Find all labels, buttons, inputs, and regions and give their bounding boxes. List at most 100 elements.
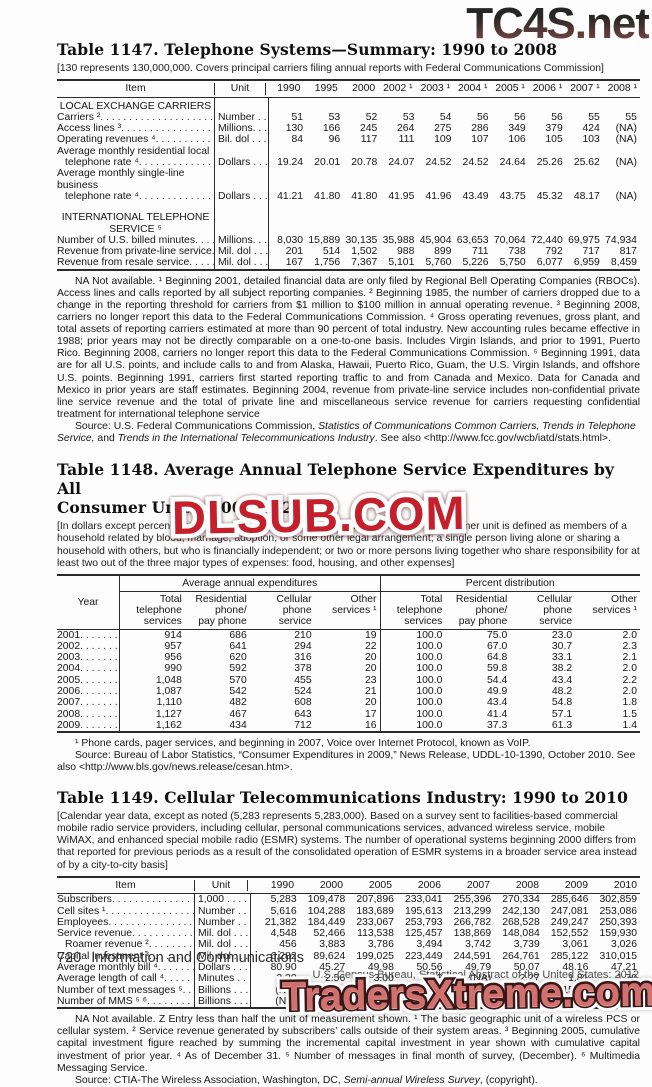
value-cell: 264 <box>397 123 415 135</box>
row-label-cell: Roamer revenue ². . . . . . . . . . . . … <box>57 939 195 951</box>
value-cell: 72,440 <box>530 234 563 246</box>
unit-cell: Dollars . . . <box>195 962 251 974</box>
value-cell: 1,087 <box>155 686 182 698</box>
dot-leader: . . . . . . . . . . . . . . . . . . . . … <box>80 663 119 675</box>
row-label-line: Number of text messages ⁵. . . . . . . .… <box>57 985 194 996</box>
dot-leader: . . . . . . . . . . . . . . . . . . . . … <box>138 157 214 169</box>
value-cell: 21 <box>364 686 377 698</box>
value-cell: 51 <box>291 111 304 123</box>
table-1147-grid: Item Unit 1990 1995 2000 2002 ¹ 2003 ¹ 2004 ¹ 20… <box>57 79 640 271</box>
dot-leader: . . . . . . . . . . . . . . . . . . . . … <box>157 962 194 974</box>
column-header-year: 1990 <box>277 83 301 95</box>
row-label-cell: Capital investment ³. . . . . . . . . . … <box>57 950 195 963</box>
row-label-line: Carriers ². . . . . . . . . . . . . . . … <box>57 112 214 123</box>
value-cell: 56 <box>514 111 526 123</box>
table-row: Revenue from private-line service. . . .… <box>57 246 640 258</box>
value-cell: 956 <box>164 652 182 664</box>
value-cell: 250,393 <box>599 916 637 928</box>
year-cell: 2006. . . . . . . . . . . . . . . . . . … <box>57 686 120 698</box>
row-label-cell: Service revenue. . . . . . . . . . . . .… <box>57 928 195 940</box>
value-cell: 130 <box>285 123 304 135</box>
year-label: 2001 <box>57 629 81 641</box>
value-cell: 2.0 <box>622 686 637 698</box>
value-cell: 43.75 <box>499 190 526 202</box>
table-1147-title: Table 1147. Telephone Systems—Summary: 1… <box>57 40 558 59</box>
value-cell: 2.20 <box>276 973 297 985</box>
value-cell: 148,084 <box>502 928 540 940</box>
table-row: 2008. . . . . . . . . . . . . . . . . . … <box>57 708 640 720</box>
value-cell: (NA) <box>323 995 346 1007</box>
table-row <box>57 202 640 210</box>
value-cell: (NA) <box>615 134 637 146</box>
row-label-line: Capital investment ³. . . . . . . . . . … <box>57 951 194 962</box>
value-cell: 817 <box>619 246 637 258</box>
column-header-year: 2002 ¹ <box>383 83 413 95</box>
value-cell: 24.52 <box>425 157 452 169</box>
watermark-tradersxtreme-text: TradersXtreme.com <box>281 969 652 1019</box>
value-cell: 41.4 <box>487 708 508 720</box>
unit-cell <box>215 202 269 210</box>
unit-cell: Minutes . . <box>195 973 251 985</box>
value-cell: 233,041 <box>404 894 443 906</box>
value-cell: 245 <box>359 123 378 135</box>
value-cell: 3,061 <box>562 939 589 951</box>
value-cell: 5.1 <box>573 995 589 1007</box>
value-cell: 49.98 <box>367 962 394 974</box>
table-row: Average monthly single-line business tele… <box>57 168 640 203</box>
row-label-cell: LOCAL EXCHANGE CARRIERS <box>57 97 215 112</box>
year-label: 2004 <box>57 663 81 675</box>
value-cell: 74,934 <box>605 234 637 246</box>
value-cell: 3,883 <box>319 939 346 951</box>
row-label-line2: telephone rate ⁴. . . . . . . . . . . . … <box>57 157 214 168</box>
value-cell: 7,367 <box>351 257 378 269</box>
dot-leader: . . . . . . . . . . . . . . . . . . . . … <box>195 234 214 246</box>
value-cell: 2.3 <box>622 640 637 652</box>
value-cell: 247,081 <box>550 905 589 917</box>
dot-leader: . . . . . . . . . . . . . . . . . . . . … <box>80 708 119 720</box>
table-row: Employees. . . . . . . . . . . . . . . .… <box>57 916 640 929</box>
value-cell: 2.0 <box>622 663 637 675</box>
source-text-part: Source: CTIA-The Wireless Association, W… <box>75 1074 344 1086</box>
value-cell: 138,869 <box>453 928 492 940</box>
row-label-cell: Number of U.S. billed minutes. . . . . .… <box>57 234 215 247</box>
value-cell: 3,786 <box>367 939 394 951</box>
empty-cell <box>269 209 640 235</box>
value-cell: 467 <box>229 708 247 720</box>
unit-cell: Millions. . . <box>215 123 269 135</box>
unit-cell <box>215 209 269 235</box>
value-cell: 712 <box>294 719 312 731</box>
value-cell: 0.8 <box>476 995 492 1007</box>
value-cell: 152.7 <box>562 984 589 996</box>
row-label-cell: Average monthly bill ⁴. . . . . . . . . … <box>57 962 195 974</box>
value-cell: 167 <box>285 257 304 269</box>
value-cell: 255,396 <box>453 894 492 906</box>
value-cell: 152,552 <box>550 928 589 940</box>
value-cell: 70,064 <box>493 234 526 246</box>
year-cell: 2007. . . . . . . . . . . . . . . . . . … <box>57 697 120 709</box>
value-cell: 57.1 <box>551 708 573 720</box>
value-cell: 100.0 <box>379 686 446 698</box>
value-cell: 711 <box>471 246 489 258</box>
column-header: Total telephone services <box>379 591 446 629</box>
value-cell: 55 <box>625 111 637 123</box>
table-row: 2004. . . . . . . . . . . . . . . . . . … <box>57 663 640 675</box>
value-cell: 266,782 <box>453 916 492 928</box>
table-row: Average monthly bill ⁴. . . . . . . . . … <box>57 962 640 974</box>
column-header-year: 2009 <box>564 879 588 891</box>
value-cell: 249,247 <box>550 916 589 928</box>
table-1147-source: Source: U.S. Federal Communications Comm… <box>57 421 640 445</box>
column-header-year: 2010 <box>613 879 637 891</box>
value-cell: 100.0 <box>379 708 446 720</box>
value-cell: 41.80 <box>314 190 341 202</box>
row-label-line: Operating revenues ⁴. . . . . . . . . . … <box>57 134 214 145</box>
value-cell: 37.3 <box>487 719 508 731</box>
table-row: 2001. . . . . . . . . . . . . . . . . . … <box>57 629 640 641</box>
group-header-row: Average annual expenditures Percent distr… <box>120 576 640 592</box>
value-cell: 199,025 <box>356 950 394 962</box>
value-cell: 285,122 <box>550 950 589 962</box>
column-header: Cellular phone service <box>276 593 312 627</box>
row-label-line: Employees. . . . . . . . . . . . . . . .… <box>57 917 194 928</box>
value-cell: 6,077 <box>536 257 563 269</box>
value-cell: 105 <box>545 134 563 146</box>
value-cell: 43.4 <box>551 674 573 686</box>
